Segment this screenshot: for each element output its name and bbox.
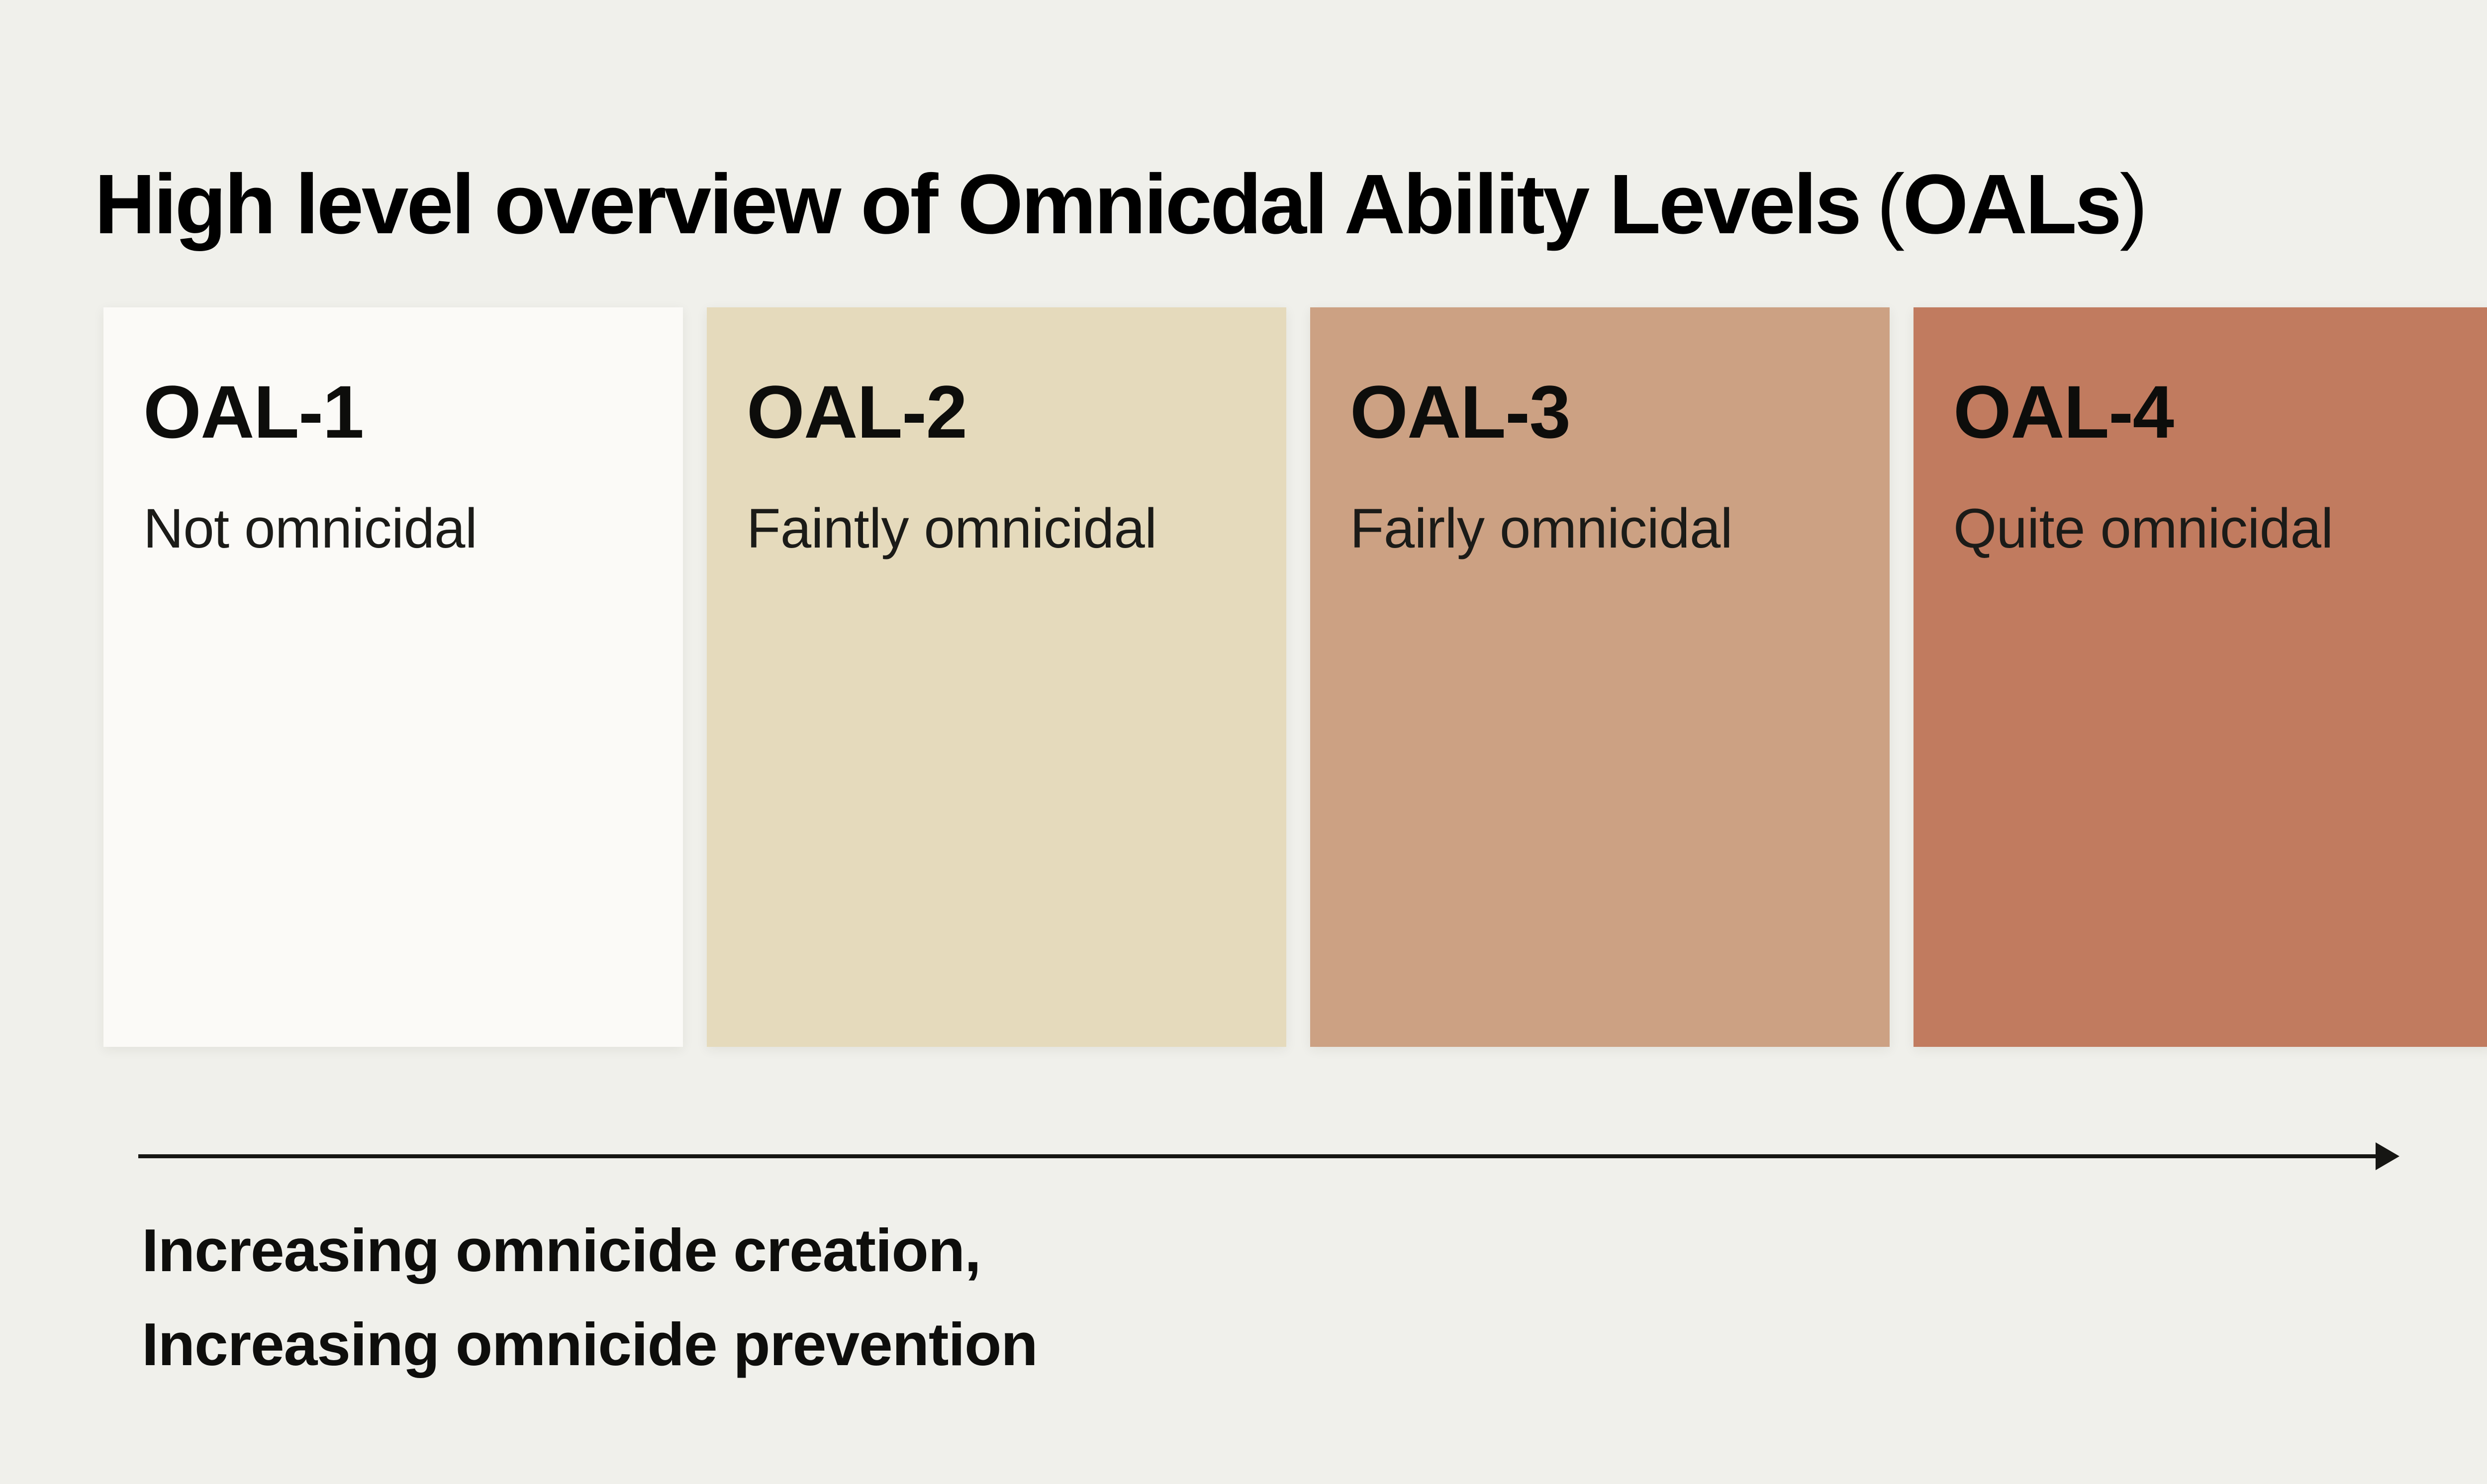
oal-card-1: OAL-1 Not omnicidal: [103, 307, 683, 1047]
page-title-paren-close: ): [2119, 157, 2148, 252]
oal-1-description: Not omnicidal: [143, 497, 478, 559]
axis-caption-line-1: Increasing omnicide creation,: [142, 1216, 981, 1284]
page-title-main: High level overview of Omnicdal Ability …: [95, 157, 1862, 252]
oal-3-description: Fairly omnicidal: [1350, 497, 1733, 559]
page-title-paren-open: (: [1876, 157, 1905, 252]
page-title-acronym: OALs: [1903, 157, 2122, 252]
oal-2-level-id: OAL-2: [747, 370, 967, 454]
oal-3-level-id: OAL-3: [1350, 370, 1571, 454]
oal-1-level-id: OAL-1: [143, 370, 364, 454]
oal-4-level-id: OAL-4: [1953, 370, 2174, 454]
oal-card-4: OAL-4 Quite omnicidal: [1913, 307, 2487, 1047]
right-arrow-icon: [138, 1142, 2399, 1170]
axis-caption-line-2: Increasing omnicide prevention: [142, 1310, 1038, 1378]
page-title: High level overview of Omnicdal Ability …: [95, 154, 2148, 255]
axis-caption: Increasing omnicide creation, Increasing…: [142, 1204, 1038, 1391]
oal-card-2: OAL-2 Faintly omnicidal: [707, 307, 1286, 1047]
oal-2-description: Faintly omnicidal: [747, 497, 1157, 559]
oal-4-description: Quite omnicidal: [1953, 497, 2333, 559]
oal-card-3: OAL-3 Fairly omnicidal: [1310, 307, 1890, 1047]
oal-cards-row: OAL-1 Not omnicidal OAL-2 Faintly omnici…: [103, 307, 2487, 1047]
